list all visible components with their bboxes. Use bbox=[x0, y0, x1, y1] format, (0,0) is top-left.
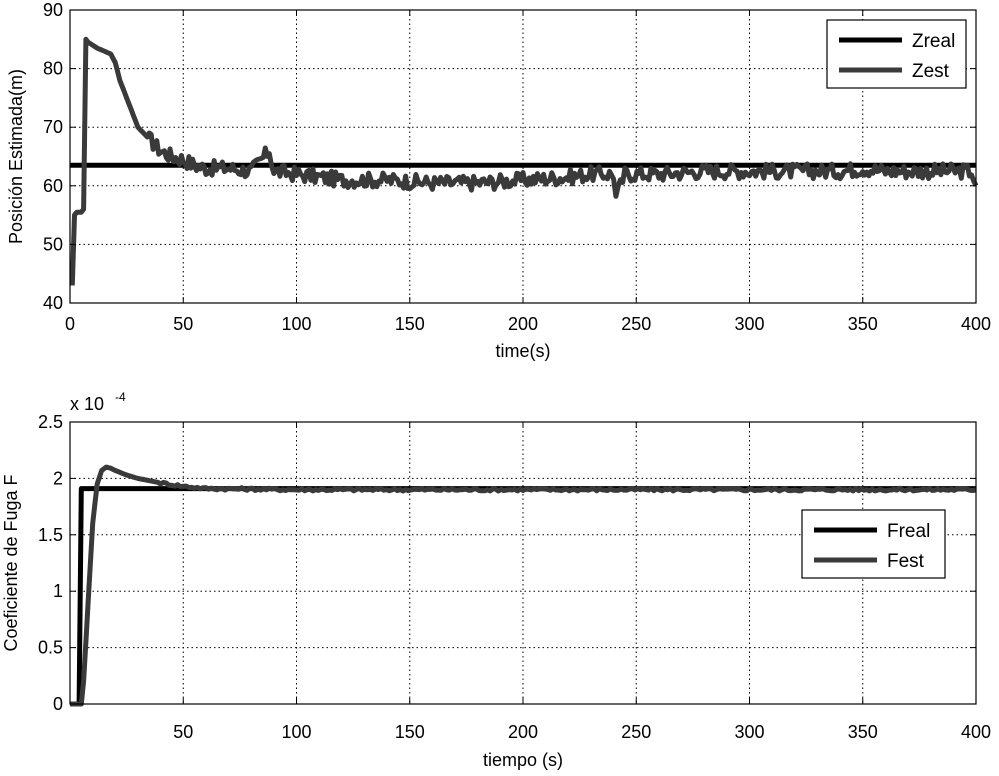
chart-1: 0 50 100 150 200 250 300 350 400 40 50 60 70 80 90 time… bbox=[6, 0, 991, 361]
x-axis-label: tiempo (s) bbox=[483, 750, 563, 770]
x-tick-label: 100 bbox=[281, 722, 311, 742]
y-tick-label: 2.5 bbox=[38, 412, 63, 432]
x-tick-label: 350 bbox=[848, 722, 878, 742]
y-tick-label: 50 bbox=[43, 234, 63, 254]
x-tick-label: 400 bbox=[961, 314, 991, 334]
y-tick-label: 2 bbox=[53, 468, 63, 488]
legend-box bbox=[801, 509, 946, 579]
x-tick-label: 150 bbox=[395, 722, 425, 742]
y-tick-label: 70 bbox=[43, 117, 63, 137]
y-tick-label: 0 bbox=[53, 694, 63, 714]
x-axis-label: time(s) bbox=[496, 341, 551, 361]
y-scale-exponent: -4 bbox=[115, 390, 126, 404]
x-tick-label: 100 bbox=[281, 314, 311, 334]
legend-label-freal: Freal bbox=[887, 521, 930, 542]
x-tick-label: 50 bbox=[173, 722, 193, 742]
legend-box bbox=[826, 19, 967, 89]
x-tick-label: 350 bbox=[848, 314, 878, 334]
y-tick-label: 1.5 bbox=[38, 525, 63, 545]
legend-label-zreal: Zreal bbox=[912, 31, 955, 52]
series-line-zest bbox=[69, 36, 979, 286]
y-tick-label: 0.5 bbox=[38, 638, 63, 658]
x-tick-label: 200 bbox=[508, 722, 538, 742]
legend-label-zest: Zest bbox=[912, 61, 950, 82]
chart-2: 50 100 150 200 250 300 350 400 0 0.5 1 1.5 2 2.5 tiemp… bbox=[1, 390, 991, 770]
y-tick-label: 80 bbox=[43, 59, 63, 79]
x-tick-label: 250 bbox=[621, 314, 651, 334]
y-tick-label: 60 bbox=[43, 176, 63, 196]
y-axis-label: Posición Estimada(m) bbox=[6, 69, 26, 244]
legend-label-fest: Fest bbox=[887, 551, 925, 572]
x-tick-label: 300 bbox=[734, 314, 764, 334]
x-tick-label: 400 bbox=[961, 722, 991, 742]
x-tick-label: 150 bbox=[395, 314, 425, 334]
series-line-fest bbox=[70, 464, 977, 707]
y-tick-label: 40 bbox=[43, 293, 63, 313]
x-tick-label: 50 bbox=[173, 314, 193, 334]
y-scale-multiplier: x 10 bbox=[70, 394, 104, 414]
y-tick-label: 90 bbox=[43, 0, 63, 20]
x-tick-label: 200 bbox=[508, 314, 538, 334]
x-tick-label: 300 bbox=[734, 722, 764, 742]
x-tick-label: 0 bbox=[65, 314, 75, 334]
y-tick-label: 1 bbox=[53, 581, 63, 601]
y-axis-label: Coeficiente de Fuga F bbox=[1, 474, 21, 651]
x-tick-label: 250 bbox=[621, 722, 651, 742]
